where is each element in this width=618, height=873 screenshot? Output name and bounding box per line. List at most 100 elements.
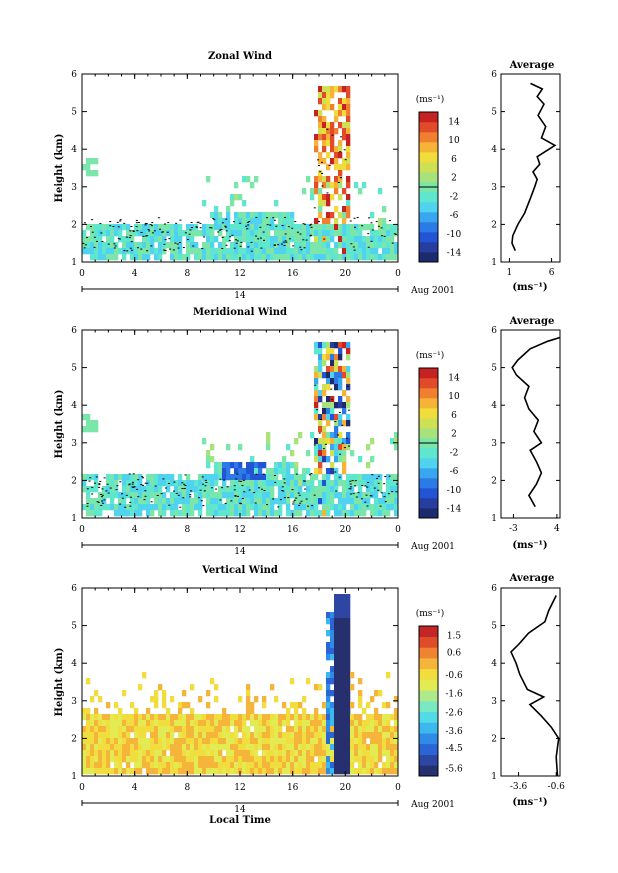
heatmap-cell: [194, 726, 199, 733]
contour-mark: [308, 474, 311, 476]
heatmap-cell: [190, 480, 195, 487]
contour-mark: [144, 224, 147, 226]
heatmap-cell: [274, 462, 279, 469]
contour-mark: [109, 225, 112, 227]
heatmap-cell: [278, 492, 283, 499]
heatmap-cell: [138, 750, 143, 757]
heatmap-cell: [342, 372, 347, 379]
heatmap-cell: [122, 738, 127, 745]
heatmap-cell: [182, 720, 187, 727]
heatmap-cell: [186, 732, 191, 739]
heatmap-cell: [322, 492, 327, 499]
heatmap-cell: [94, 254, 99, 261]
heatmap-cell: [118, 726, 123, 733]
heatmap-cell: [314, 110, 319, 117]
heatmap-cell: [330, 726, 335, 733]
heatmap-cell: [258, 756, 263, 763]
contour-mark: [100, 496, 103, 498]
heatmap-cell: [186, 726, 191, 733]
colorbar-tick-label: 14: [448, 117, 460, 127]
contour-mark: [235, 478, 238, 480]
contour-mark: [140, 248, 143, 250]
heatmap-cell: [390, 474, 395, 481]
heatmap-cell: [138, 504, 143, 511]
heatmap-cell: [370, 744, 375, 751]
heatmap-cell: [210, 242, 215, 249]
heatmap-cell: [178, 236, 183, 243]
heatmap-cell: [230, 750, 235, 757]
heatmap-cell: [238, 212, 243, 219]
heatmap-cell: [394, 696, 399, 703]
heatmap-cell: [294, 702, 299, 709]
heatmap-area: [82, 594, 399, 775]
heatmap-cell: [278, 462, 283, 469]
heatmap-cell: [166, 230, 171, 237]
heatmap-cell: [182, 486, 187, 493]
heatmap-cell: [326, 354, 331, 361]
heatmap-cell: [282, 738, 287, 745]
heatmap-cell: [258, 254, 263, 261]
heatmap-cell: [370, 750, 375, 757]
heatmap-cell: [294, 762, 299, 769]
heatmap-cell: [126, 510, 131, 517]
heatmap-cell: [234, 224, 239, 231]
heatmap-cell: [334, 116, 339, 123]
heatmap-cell: [326, 140, 331, 147]
contour-mark: [304, 488, 307, 490]
heatmap-cell: [294, 230, 299, 237]
heatmap-cell: [346, 354, 351, 361]
contour-mark: [217, 231, 220, 233]
contour-mark: [233, 489, 236, 491]
heatmap-cell: [278, 720, 283, 727]
heatmap-cell: [262, 702, 267, 709]
heatmap-cell: [102, 714, 107, 721]
heatmap-cell: [334, 254, 339, 261]
heatmap-cell: [218, 248, 223, 255]
x-tick-label: 8: [184, 783, 190, 793]
heatmap-cell: [110, 738, 115, 745]
heatmap-cell: [246, 756, 251, 763]
heatmap-cell: [230, 768, 235, 775]
heatmap-cell: [278, 486, 283, 493]
heatmap-cell: [322, 248, 327, 255]
contour-mark: [209, 227, 212, 229]
heatmap-cell: [166, 498, 171, 505]
heatmap-cell: [286, 492, 291, 499]
colorbar-segment: [419, 112, 438, 123]
heatmap-cell: [326, 414, 331, 421]
heatmap-cell: [206, 176, 211, 183]
heatmap-cell: [142, 726, 147, 733]
heatmap-cell: [382, 254, 387, 261]
heatmap-cell: [322, 504, 327, 511]
heatmap-cell: [318, 726, 323, 733]
heatmap-cell: [378, 236, 383, 243]
heatmap-cell: [382, 738, 387, 745]
heatmap-cell: [134, 768, 139, 775]
heatmap-cell: [346, 750, 351, 757]
heatmap-cell: [326, 176, 331, 183]
heatmap-cell: [214, 504, 219, 511]
heatmap-cell: [134, 510, 139, 517]
heatmap-cell: [314, 750, 319, 757]
heatmap-cell: [394, 750, 399, 757]
heatmap-cell: [146, 224, 151, 231]
panel-title: Meridional Wind: [193, 307, 287, 318]
heatmap-cell: [82, 242, 87, 249]
heatmap-cell: [174, 510, 179, 517]
heatmap-cell: [290, 212, 295, 219]
heatmap-cell: [142, 756, 147, 763]
heatmap-cell: [190, 720, 195, 727]
heatmap-cell: [374, 242, 379, 249]
contour-mark: [258, 487, 261, 489]
heatmap-cell: [150, 510, 155, 517]
heatmap-cell: [98, 242, 103, 249]
heatmap-cell: [238, 218, 243, 225]
contour-mark: [181, 482, 184, 484]
heatmap-cell: [354, 236, 359, 243]
heatmap-cell: [210, 498, 215, 505]
contour-mark: [242, 479, 245, 481]
heatmap-cell: [374, 486, 379, 493]
heatmap-cell: [238, 492, 243, 499]
heatmap-cell: [378, 224, 383, 231]
heatmap-cell: [174, 768, 179, 775]
